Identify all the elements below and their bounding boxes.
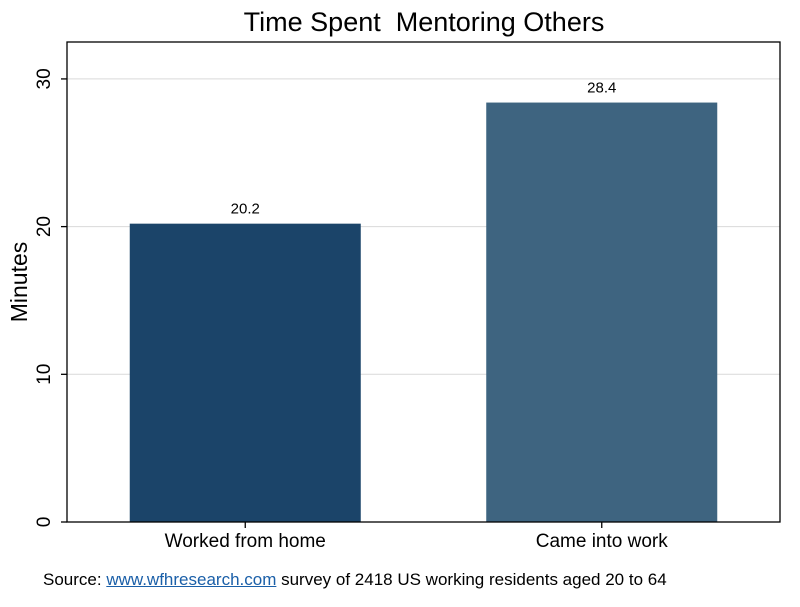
source-link[interactable]: www.wfhresearch.com <box>106 570 277 589</box>
source-prefix: Source: <box>43 570 107 589</box>
chart-title: Time Spent Mentoring Others <box>244 7 605 37</box>
bars: 20.2 28.4 <box>129 80 718 523</box>
x-tick-label: Came into work <box>536 531 668 552</box>
y-tick-label: 10 <box>34 364 55 385</box>
x-axis: Worked from home Came into work <box>165 522 668 552</box>
bar-value-label: 28.4 <box>587 80 616 97</box>
y-tick-label: 30 <box>34 68 55 89</box>
plot-frame <box>66 41 781 523</box>
bar-value-label: 20.2 <box>231 201 260 218</box>
bar <box>129 223 361 522</box>
y-axis: 0 10 20 30 <box>34 68 67 527</box>
y-axis-label: Minutes <box>6 242 32 323</box>
y-tick-label: 0 <box>34 517 55 528</box>
bar <box>486 102 718 523</box>
x-tick-label: Worked from home <box>165 531 326 552</box>
y-tick-label: 20 <box>34 216 55 237</box>
source-note: Source: www.wfhresearch.com survey of 24… <box>43 570 667 590</box>
source-suffix: survey of 2418 US working residents aged… <box>276 570 667 589</box>
